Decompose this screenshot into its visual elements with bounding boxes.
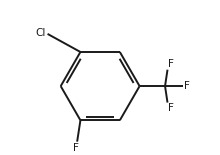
Text: F: F	[168, 59, 174, 69]
Text: F: F	[73, 143, 79, 153]
Text: Cl: Cl	[36, 28, 46, 38]
Text: F: F	[168, 103, 174, 113]
Text: F: F	[184, 81, 190, 91]
